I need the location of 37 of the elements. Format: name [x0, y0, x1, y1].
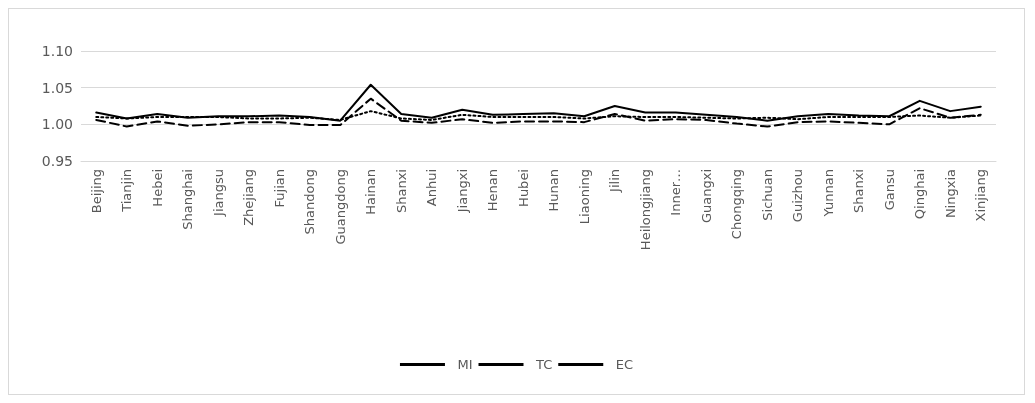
x-tick-label: Xinjiang: [973, 169, 989, 222]
x-tick-label: Gansu: [881, 169, 897, 211]
x-tick-label: Shandong: [302, 169, 318, 235]
legend-label: EC: [615, 357, 634, 372]
x-tick-label: Guangdong: [332, 169, 348, 245]
y-tick-label: 1.05: [41, 79, 73, 96]
x-tick-label: Jilin: [607, 169, 623, 193]
x-tick-label: Fujian: [271, 169, 287, 208]
x-tick-label: Inner…: [668, 169, 684, 216]
x-tick-label: Hubei: [515, 169, 531, 207]
x-tick-label: Zhejiang: [241, 169, 257, 226]
x-tick-label: Shanghai: [180, 169, 196, 230]
x-tick-label: Heilongjiang: [637, 169, 653, 251]
y-tick-label: 1.00: [41, 116, 73, 133]
x-tick-label: Henan: [485, 169, 501, 212]
x-tick-label: Jiangsu: [210, 169, 226, 217]
x-tick-label: Shanxi: [393, 169, 409, 214]
x-tick-label: Jiangxi: [454, 169, 470, 214]
x-tick-label: Chongqing: [729, 169, 745, 240]
x-tick-label: Hebei: [149, 169, 165, 207]
x-tick-label: Shanxi: [851, 169, 867, 214]
y-tick-label: 0.95: [41, 153, 73, 169]
x-tick-label: Hainan: [363, 169, 379, 215]
x-tick-label: Anhui: [424, 169, 440, 207]
x-tick-label: Beijing: [88, 169, 104, 214]
x-tick-label: Ningxia: [942, 169, 958, 219]
x-tick-label: Hunan: [546, 169, 562, 212]
x-tick-label: Qinghai: [912, 169, 928, 220]
legend-label: TC: [535, 357, 553, 372]
legend-label: MI: [457, 357, 473, 372]
x-tick-label: Guangxi: [698, 169, 714, 224]
x-tick-label: Liaoning: [576, 169, 592, 225]
x-tick-label: Guizhou: [790, 169, 806, 223]
y-tick-label: 1.10: [41, 43, 73, 59]
x-tick-label: Sichuan: [759, 169, 775, 221]
x-tick-label: Yunnan: [820, 169, 836, 218]
x-tick-label: Tianjin: [119, 169, 135, 213]
